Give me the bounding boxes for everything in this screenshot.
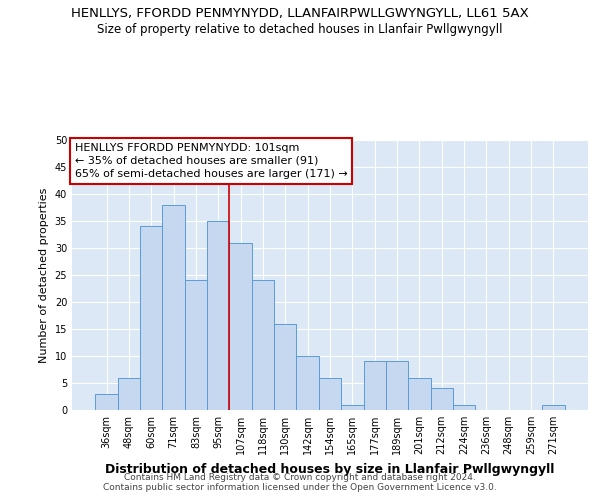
Bar [207,221,229,410]
Bar [453,404,475,410]
Bar [364,362,386,410]
Bar [341,404,364,410]
Bar [163,205,185,410]
Text: Size of property relative to detached houses in Llanfair Pwllgwyngyll: Size of property relative to detached ho… [97,22,503,36]
Bar [118,378,140,410]
Bar [274,324,296,410]
Bar [140,226,163,410]
X-axis label: Distribution of detached houses by size in Llanfair Pwllgwyngyll: Distribution of detached houses by size … [106,462,554,475]
Bar [319,378,341,410]
Bar [185,280,207,410]
Bar [542,404,565,410]
Text: Contains HM Land Registry data © Crown copyright and database right 2024.
Contai: Contains HM Land Registry data © Crown c… [103,473,497,492]
Bar [431,388,453,410]
Bar [95,394,118,410]
Bar [386,362,408,410]
Bar [229,242,252,410]
Text: HENLLYS FFORDD PENMYNYDD: 101sqm
← 35% of detached houses are smaller (91)
65% o: HENLLYS FFORDD PENMYNYDD: 101sqm ← 35% o… [74,142,347,179]
Bar [408,378,431,410]
Text: HENLLYS, FFORDD PENMYNYDD, LLANFAIRPWLLGWYNGYLL, LL61 5AX: HENLLYS, FFORDD PENMYNYDD, LLANFAIRPWLLG… [71,8,529,20]
Bar [296,356,319,410]
Bar [252,280,274,410]
Y-axis label: Number of detached properties: Number of detached properties [39,188,49,362]
